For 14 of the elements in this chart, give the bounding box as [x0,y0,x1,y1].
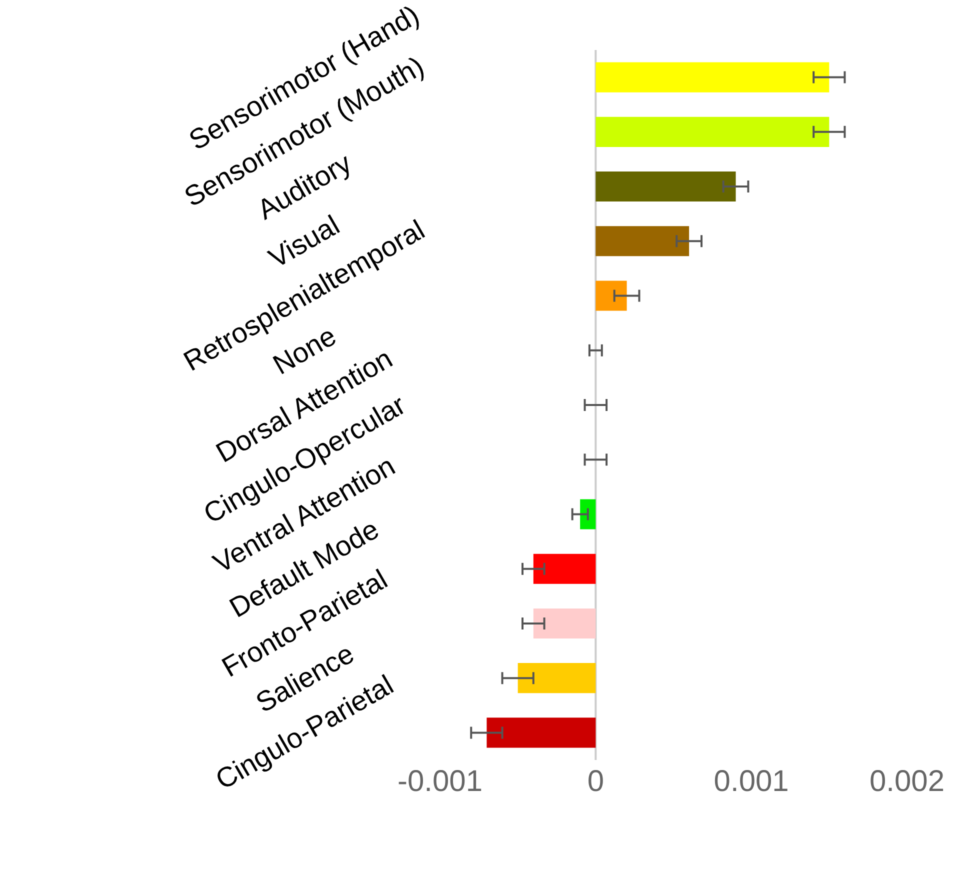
bar [596,62,830,92]
x-tick-label: 0 [587,765,604,798]
bar [533,608,596,638]
bar [596,116,830,147]
bar [486,718,596,748]
bar [596,172,736,202]
bar [518,663,596,694]
bar [580,499,596,530]
bar [596,280,627,311]
x-tick-label: -0.001 [397,765,483,798]
bar [533,554,596,584]
bar [596,226,690,256]
x-tick-label: 0.002 [869,765,945,798]
x-tick-label: 0.001 [714,765,789,798]
